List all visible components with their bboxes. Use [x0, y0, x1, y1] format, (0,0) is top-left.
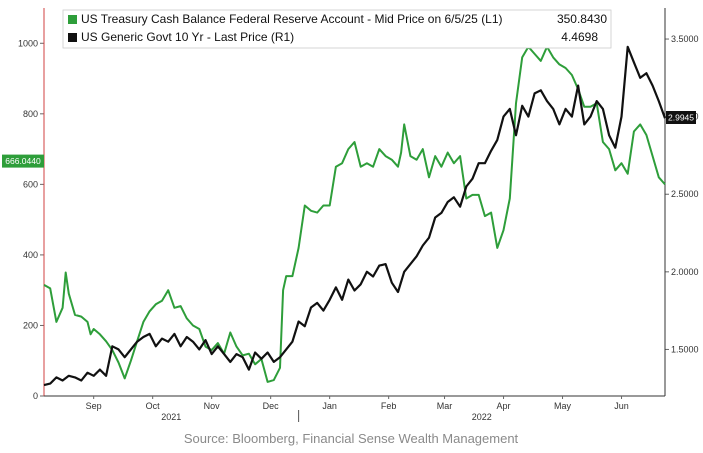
x-tick-label: Jun [614, 401, 629, 411]
right-tick-label: 2.5000 [671, 189, 699, 199]
right-tick-label: 1.5000 [671, 344, 699, 354]
year-label: 2022 [472, 412, 492, 422]
x-tick-label: Mar [437, 401, 453, 411]
legend-box [62, 9, 612, 49]
end-tag-10yr: 2.9945 [666, 111, 696, 124]
end-tag-10yr-label: 2.9945 [668, 113, 694, 123]
legend-swatch-10yr [68, 33, 77, 42]
legend-value-treasury: 350.8430 [557, 12, 607, 26]
left-tick-label: 600 [23, 179, 38, 189]
legend-value-10yr: 4.4698 [561, 30, 598, 44]
plot-lines [43, 45, 667, 387]
x-tick-label: Oct [146, 401, 161, 411]
x-tick-label: Nov [204, 401, 221, 411]
legend: US Treasury Cash Balance Federal Reserve… [62, 9, 612, 49]
x-tick-label: May [554, 401, 572, 411]
right-tick-label: 3.5000 [671, 34, 699, 44]
legend-label-treasury: US Treasury Cash Balance Federal Reserve… [81, 12, 503, 26]
series-line-treasury-cash [43, 45, 666, 383]
x-tick-label: Apr [497, 401, 511, 411]
x-tick-label: Jan [322, 401, 337, 411]
legend-label-10yr: US Generic Govt 10 Yr - Last Price (R1) [81, 30, 294, 44]
left-tick-label: 400 [23, 250, 38, 260]
left-tick-label: 1000 [18, 38, 38, 48]
end-tag-treasury-label: 666.0440 [5, 156, 41, 166]
end-tag-treasury-bg [2, 154, 44, 168]
x-axis-labels: Sep Oct Nov Dec Jan Feb Mar Apr May Jun 2021 2022 [86, 396, 629, 422]
x-tick-label: Dec [263, 401, 280, 411]
left-axis-ticks: 0 200 400 600 800 1000 [18, 38, 44, 401]
end-tag-10yr-bg [666, 111, 696, 124]
end-tag-treasury: 666.0440 [2, 154, 44, 168]
left-tick-label: 800 [23, 109, 38, 119]
right-tick-label: 2.0000 [671, 267, 699, 277]
left-tick-label: 200 [23, 320, 38, 330]
x-tick-label: Feb [381, 401, 397, 411]
series-line-10yr-yield [43, 45, 667, 387]
left-tick-label: 0 [33, 391, 38, 401]
legend-swatch-treasury [68, 15, 77, 24]
x-tick-label: Sep [86, 401, 102, 411]
source-caption: Source: Bloomberg, Financial Sense Wealt… [184, 431, 519, 446]
year-label: 2021 [161, 412, 181, 422]
